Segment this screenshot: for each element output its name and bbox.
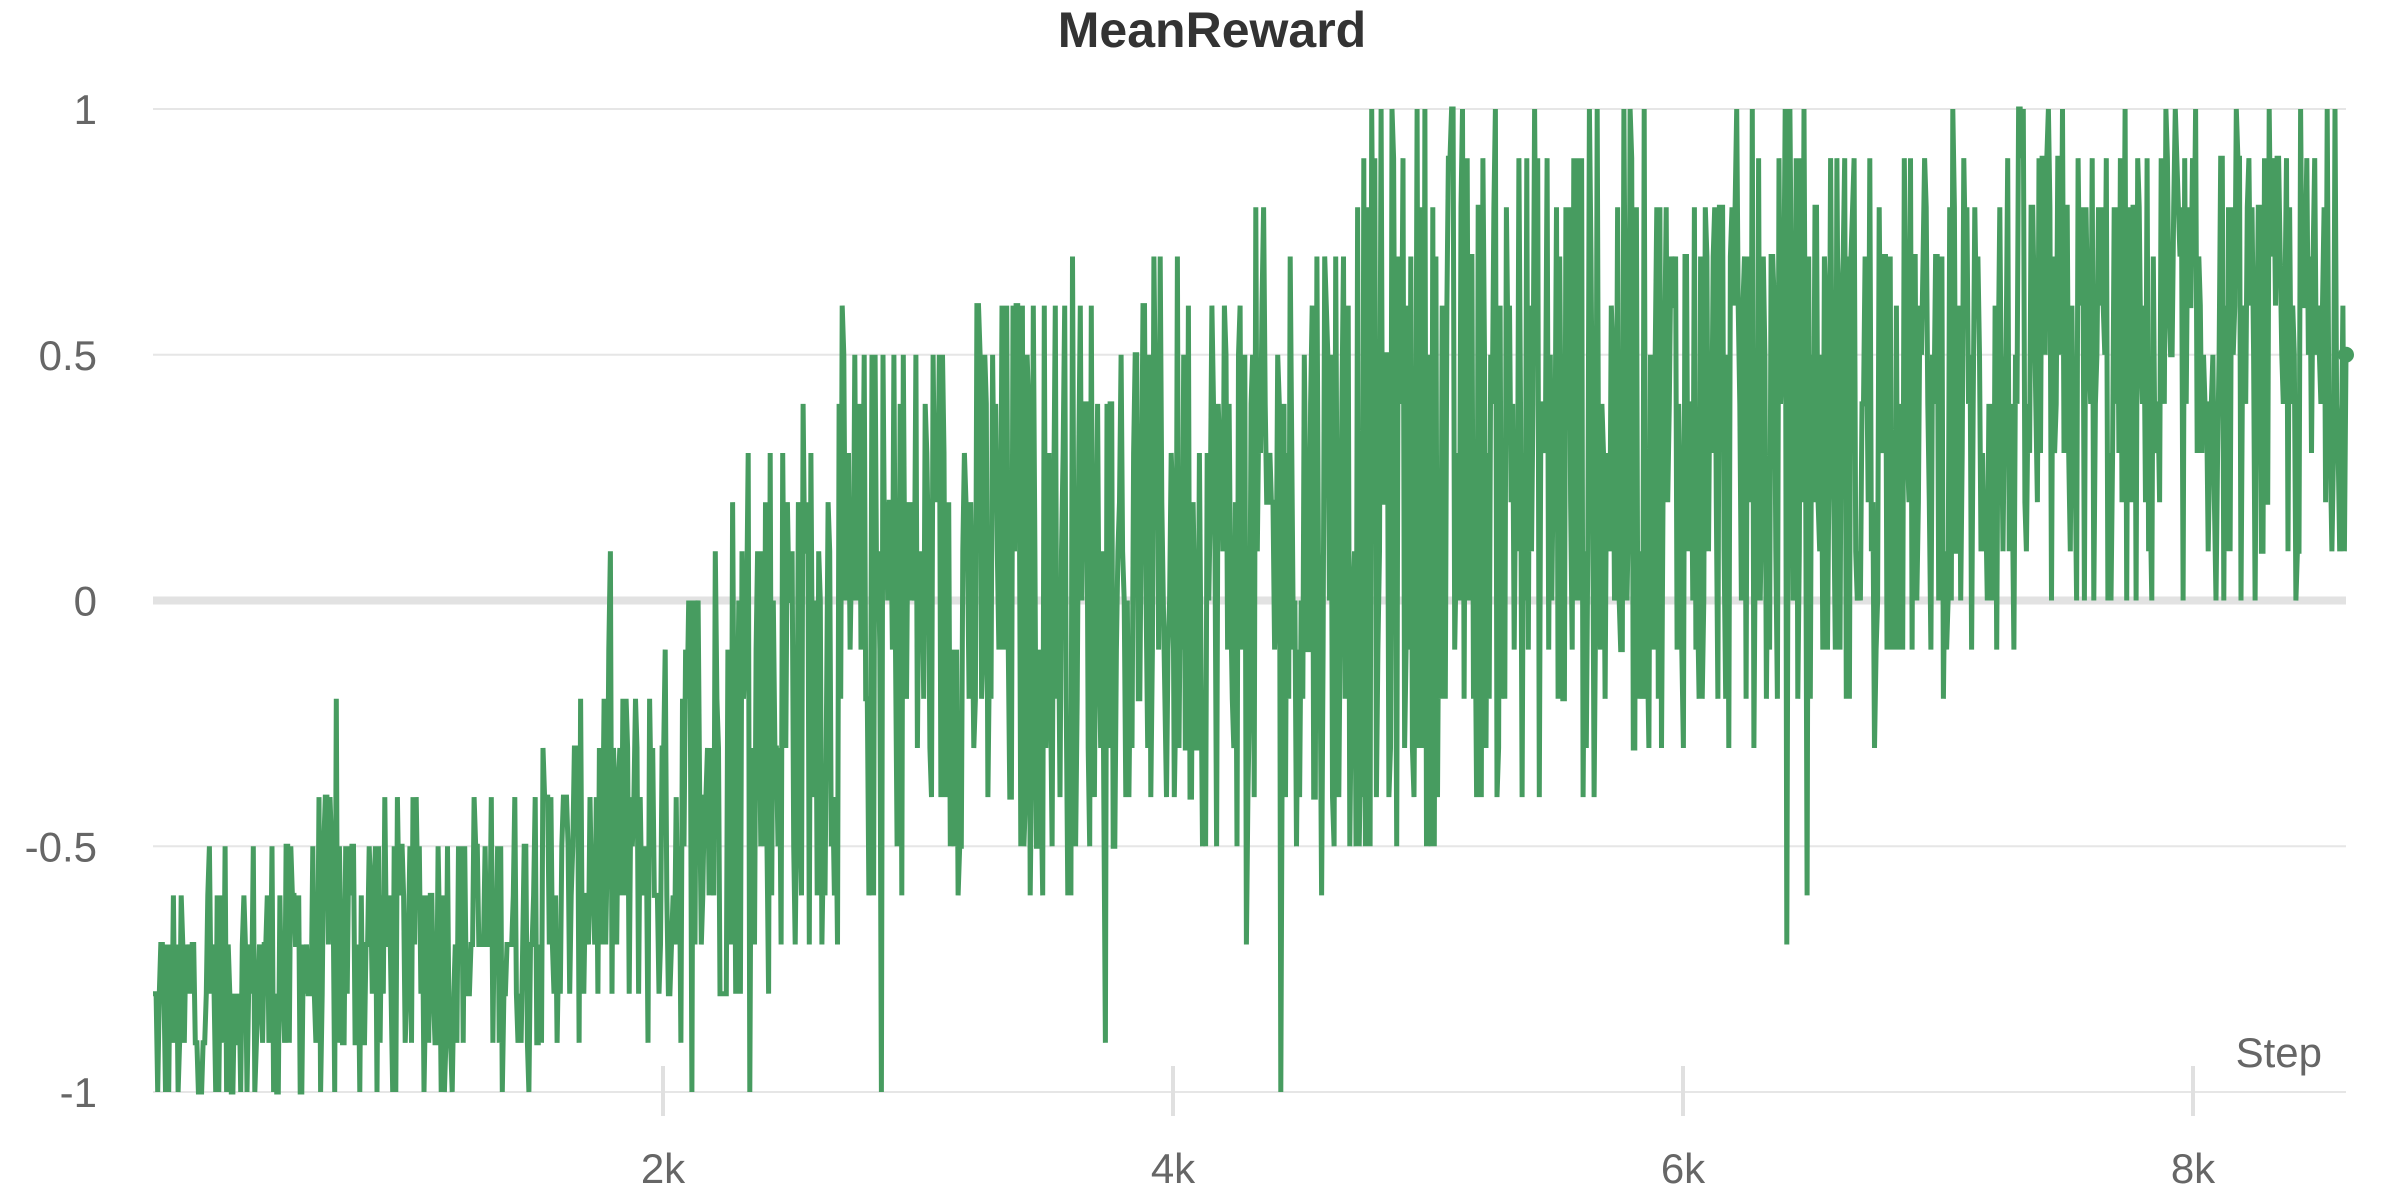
x-tick-label: 8k bbox=[2171, 1145, 2216, 1192]
x-tick-label: 2k bbox=[641, 1145, 686, 1192]
x-tick-label: 4k bbox=[1151, 1145, 1196, 1192]
series-end-point bbox=[2338, 346, 2354, 363]
y-tick-label: -1 bbox=[60, 1069, 97, 1116]
y-tick-label: 0.5 bbox=[39, 332, 97, 379]
x-axis-label: Step bbox=[2236, 1029, 2322, 1076]
y-tick-label: 1 bbox=[74, 86, 97, 133]
series-line bbox=[153, 106, 2349, 1095]
series-layer bbox=[153, 106, 2354, 1095]
tick-layer: 1 0.5 0 -0.5 -1 2k 4k 6k 8k bbox=[25, 86, 2217, 1192]
chart-title: MeanReward bbox=[1057, 2, 1367, 58]
x-tick-label: 6k bbox=[1661, 1145, 1706, 1192]
y-tick-label: -0.5 bbox=[25, 823, 97, 870]
y-tick-label: 0 bbox=[74, 578, 97, 625]
